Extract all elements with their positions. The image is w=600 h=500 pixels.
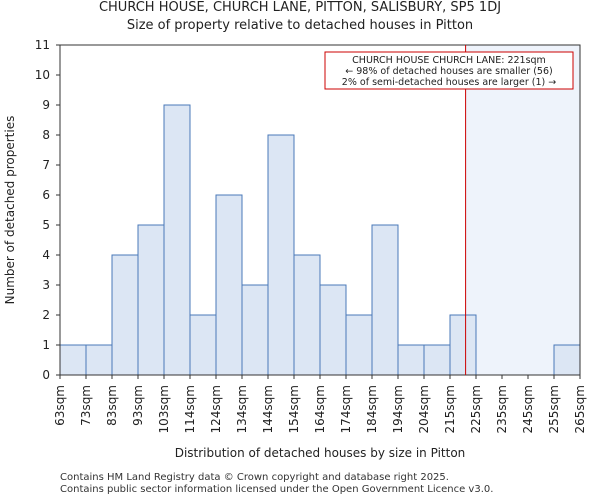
y-tick-label: 10 (35, 68, 50, 82)
histogram-bar (189, 314, 217, 376)
x-tick-label: 194sqm (391, 385, 405, 433)
y-tick-label: 0 (42, 368, 50, 382)
annotation-line: 2% of semi-detached houses are larger (1… (342, 77, 556, 88)
histogram-bar (59, 344, 87, 376)
x-tick-label: 164sqm (313, 385, 327, 433)
x-tick-label: 154sqm (287, 385, 301, 433)
histogram-bar (111, 254, 139, 376)
histogram-bar (319, 284, 347, 376)
x-tick-label: 114sqm (183, 385, 197, 433)
x-tick-label: 63sqm (53, 385, 67, 426)
histogram-bar (371, 224, 399, 376)
annotation-box (324, 51, 574, 90)
x-tick-label: 265sqm (573, 385, 587, 433)
x-tick-label: 124sqm (209, 385, 223, 433)
histogram-bar (215, 194, 243, 376)
y-tick-label: 1 (42, 338, 50, 352)
histogram-chart: 0 1 2 3 4 5 6 7 8 9 10 11 63sqm 73sqm 83sqm 93sqm 103sqm… (3, 38, 587, 460)
x-tick-label: 225sqm (469, 385, 483, 433)
y-tick-label: 4 (42, 248, 50, 262)
histogram-bar (345, 314, 373, 376)
y-tick-label: 11 (35, 38, 50, 52)
annotation-line: ← 98% of detached houses are smaller (56… (345, 66, 552, 77)
y-tick-label: 5 (42, 218, 50, 232)
histogram-bar (553, 344, 581, 376)
x-tick-label: 83sqm (105, 385, 119, 426)
chart-subtitle: Size of property relative to detached ho… (126, 18, 474, 33)
histogram-bar (163, 104, 191, 376)
x-tick-label: 215sqm (443, 385, 457, 433)
y-tick-label: 6 (42, 188, 50, 202)
chart-title: CHURCH HOUSE, CHURCH LANE, PITTON, SALIS… (98, 0, 502, 15)
x-tick-label: 93sqm (131, 385, 145, 426)
y-tick-label: 8 (42, 128, 50, 142)
histogram-bar (241, 284, 269, 376)
y-tick-label: 2 (42, 308, 50, 322)
x-tick-label: 184sqm (365, 385, 379, 433)
x-tick-label: 235sqm (495, 385, 509, 433)
x-tick-label: 255sqm (547, 385, 561, 433)
histogram-bar (449, 314, 477, 376)
x-axis-label: Distribution of detached houses by size … (175, 446, 466, 460)
histogram-bar (293, 254, 321, 376)
histogram-bar (267, 134, 295, 376)
y-axis-label: Number of detached properties (3, 116, 17, 305)
footer-line-1: Contains HM Land Registry data © Crown c… (60, 472, 449, 483)
footer-line-2: Contains public sector information licen… (60, 484, 494, 495)
x-tick-label: 103sqm (157, 385, 171, 433)
y-tick-label: 7 (42, 158, 50, 172)
x-tick-label: 174sqm (339, 385, 353, 433)
histogram-bar (397, 344, 425, 376)
highlight-region (465, 45, 580, 375)
y-tick-label: 3 (42, 278, 50, 292)
x-tick-label: 204sqm (417, 385, 431, 433)
histogram-bar (137, 224, 165, 376)
x-tick-label: 144sqm (261, 385, 275, 433)
x-tick-label: 134sqm (235, 385, 249, 433)
histogram-bar (85, 344, 113, 376)
annotation-line: CHURCH HOUSE CHURCH LANE: 221sqm (352, 55, 546, 66)
y-tick-label: 9 (42, 98, 50, 112)
x-tick-label: 73sqm (79, 385, 93, 426)
x-tick-label: 245sqm (521, 385, 535, 433)
histogram-bar (423, 344, 451, 376)
